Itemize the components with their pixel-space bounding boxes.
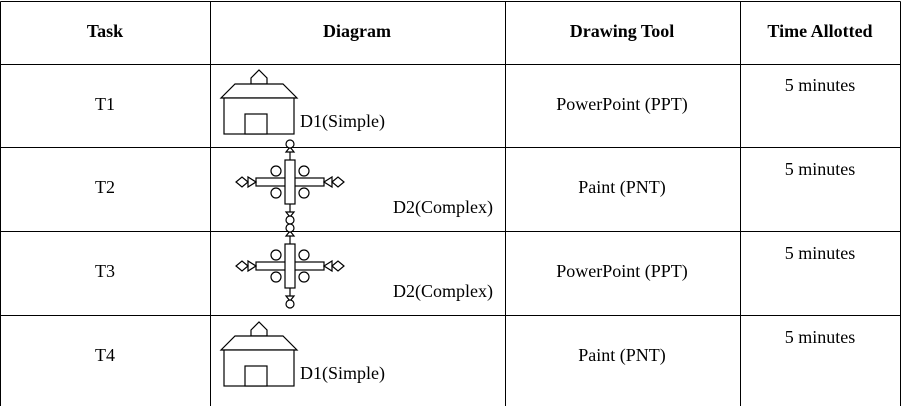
cell: 5 minutes bbox=[785, 75, 856, 95]
cell: PowerPoint (PPT) bbox=[556, 94, 688, 115]
row: T3 D2(Complex) PowerPoint (PPT) 5 minute… bbox=[95, 223, 856, 309]
cell: D2(Complex) bbox=[393, 281, 493, 302]
header: Task Diagram Drawing Tool Time Allotted bbox=[87, 21, 873, 41]
row: T1 D1(Simple) PowerPoint (PPT) 5 minutes bbox=[95, 69, 856, 135]
header-cell: Diagram bbox=[323, 21, 391, 41]
cell: T4 bbox=[95, 345, 115, 365]
cell: D1(Simple) bbox=[300, 363, 385, 384]
diagram-icon bbox=[220, 69, 298, 135]
cell: T1 bbox=[95, 94, 115, 114]
cell: T3 bbox=[95, 261, 115, 281]
diagram-icon bbox=[235, 223, 345, 309]
cell: 5 minutes bbox=[785, 159, 856, 179]
cell: Paint (PNT) bbox=[578, 345, 666, 366]
diagram-icon bbox=[235, 139, 345, 225]
row: T4 D1(Simple) Paint (PNT) 5 minutes bbox=[95, 321, 856, 387]
cell: PowerPoint (PPT) bbox=[556, 261, 688, 282]
diagram-icon bbox=[220, 321, 298, 387]
cell: D1(Simple) bbox=[300, 111, 385, 132]
header-cell: Task bbox=[87, 21, 123, 41]
cell: D2(Complex) bbox=[393, 197, 493, 218]
cell: T2 bbox=[95, 177, 115, 197]
cell: 5 minutes bbox=[785, 327, 856, 347]
header-cell: Time Allotted bbox=[767, 21, 872, 41]
row: T2 D2(Complex) Paint (PNT) 5 minutes bbox=[95, 139, 856, 225]
header-cell: Drawing Tool bbox=[570, 21, 675, 41]
cell: 5 minutes bbox=[785, 243, 856, 263]
cell: Paint (PNT) bbox=[578, 177, 666, 198]
